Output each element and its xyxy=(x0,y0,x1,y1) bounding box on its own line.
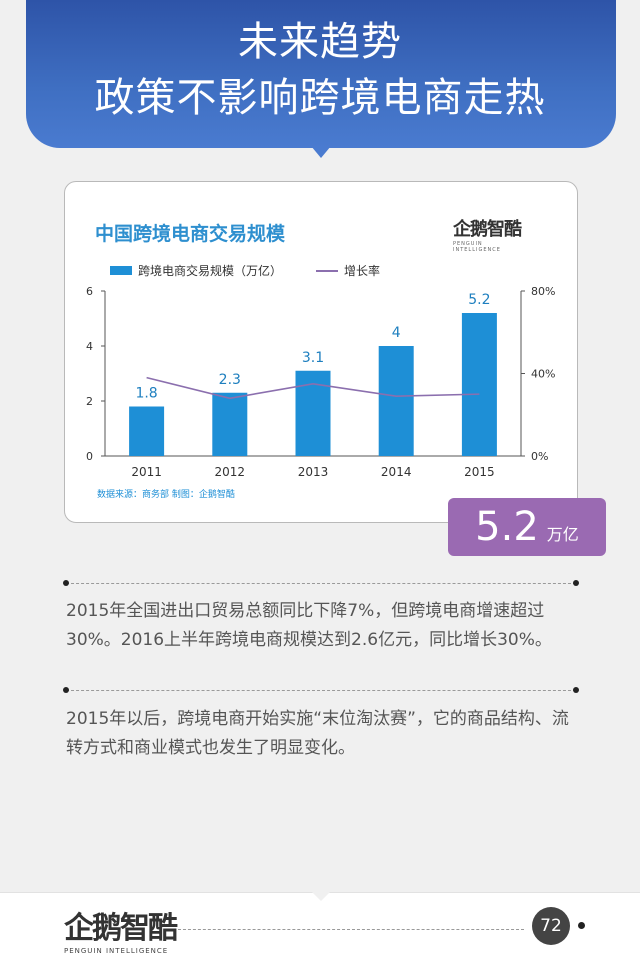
separator-dot xyxy=(573,687,579,693)
bar-value-label: 2.3 xyxy=(219,372,241,388)
x-tick-label: 2011 xyxy=(131,465,162,479)
chart-logo-text: 企鹅智酷 xyxy=(453,219,522,240)
y-tick-label-left: 4 xyxy=(86,340,93,353)
chart-source-note: 数据来源：商务部 制图：企鹅智酷 xyxy=(97,490,235,500)
separator-2 xyxy=(63,687,579,693)
chart-plot: 0 2 4 6 0% 40% 80% 1.8 2.3 3.1 4 5.2 2011 2012 2013 201… xyxy=(86,285,555,479)
y-tick-label-left: 6 xyxy=(86,285,93,298)
legend-bar-label: 跨境电商交易规模（万亿） xyxy=(138,264,283,278)
chart-title: 中国跨境电商交易规模 xyxy=(95,223,286,245)
chart-card: 中国跨境电商交易规模 企鹅智酷 PENGUIN INTELLIGENCE 跨境电… xyxy=(64,181,578,523)
paragraph-2: 2015年以后，跨境电商开始实施“末位淘汰赛”，它的商品结构、流转方式和商业模式… xyxy=(66,709,569,758)
bar xyxy=(129,406,165,456)
x-tick-label: 2014 xyxy=(381,465,412,479)
highlight-badge: 5.2 万亿 xyxy=(448,498,606,556)
footer-notch xyxy=(312,892,330,901)
footer-logo-text: 企鹅智酷 xyxy=(64,911,178,946)
header-title-line2: 政策不影响跨境电商走热 xyxy=(94,75,546,121)
bar-value-label: 4 xyxy=(392,325,401,341)
bar-value-label: 5.2 xyxy=(468,292,490,308)
bar-value-label: 1.8 xyxy=(135,386,157,402)
legend-line-swatch xyxy=(316,269,339,272)
x-tick-label: 2012 xyxy=(215,465,246,479)
separator-dot xyxy=(63,580,69,586)
page-number: 72 xyxy=(532,907,570,945)
bar-value-label: 3.1 xyxy=(302,350,324,366)
y-tick-label-left: 2 xyxy=(86,395,93,408)
highlight-value: 5.2 xyxy=(475,504,539,550)
bar xyxy=(378,346,414,456)
x-tick-label: 2013 xyxy=(298,465,329,479)
header-title-line1: 未来趋势 xyxy=(238,19,402,65)
footer: 企鹅智酷 PENGUIN INTELLIGENCE 72 xyxy=(0,892,640,961)
paragraph-1: 2015年全国进出口贸易总额同比下降7%，但跨境电商增速超过30%。2016上半… xyxy=(66,601,552,650)
footer-logo-sub: PENGUIN INTELLIGENCE xyxy=(64,947,169,955)
y-tick-label-right: 0% xyxy=(531,450,548,463)
y-tick-label-left: 0 xyxy=(86,450,93,463)
separator-dot xyxy=(573,580,579,586)
x-tick-label: 2015 xyxy=(464,465,495,479)
highlight-unit: 万亿 xyxy=(546,525,579,544)
chart-legend: 跨境电商交易规模（万亿） 增长率 xyxy=(110,262,380,279)
header-banner-pointer xyxy=(311,146,331,158)
separator-dot xyxy=(63,687,69,693)
y-tick-label-right: 80% xyxy=(531,285,555,298)
footer-logo: 企鹅智酷 PENGUIN INTELLIGENCE xyxy=(64,903,178,955)
legend-line-label: 增长率 xyxy=(344,264,381,278)
legend-bar-swatch xyxy=(110,266,132,275)
separator-1 xyxy=(63,580,579,586)
growth-rate-line xyxy=(146,376,480,400)
chart-logo-sub: PENGUIN INTELLIGENCE xyxy=(453,241,501,253)
y-tick-label-right: 40% xyxy=(531,368,555,381)
bar xyxy=(212,392,248,456)
bar xyxy=(461,313,497,456)
chart-logo: 企鹅智酷 PENGUIN INTELLIGENCE xyxy=(453,215,533,253)
header-banner xyxy=(26,0,616,148)
footer-divider xyxy=(178,929,524,930)
page-number-dot xyxy=(578,922,585,929)
